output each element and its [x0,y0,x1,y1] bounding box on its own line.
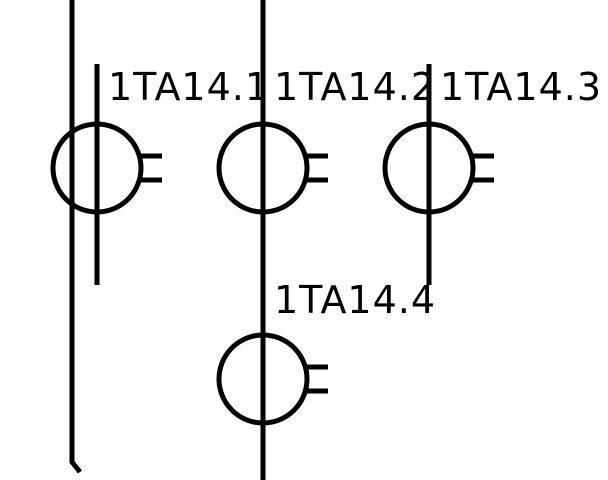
ct1-winding-circle [50,121,144,215]
ct4-winding-circle [216,332,310,426]
ct3-terminals [473,153,494,183]
ct3-winding-circle [382,121,476,215]
left-conductor [69,0,82,474]
ct2-winding-circle [216,121,310,215]
ct2-terminals [307,153,328,183]
ct2-label: 1TA14.2 [274,65,436,109]
current-transformer-2: 1TA14.2 [216,65,436,215]
ct1-terminals [141,153,162,183]
current-transformer-4: 1TA14.4 [216,278,436,426]
current-transformer-1: 1TA14.1 [50,64,270,285]
current-transformer-3: 1TA14.3 [382,64,602,285]
ct3-label: 1TA14.3 [440,65,602,109]
ct4-label: 1TA14.4 [274,278,436,322]
ct1-label: 1TA14.1 [108,65,270,109]
ct4-terminals [307,364,328,394]
